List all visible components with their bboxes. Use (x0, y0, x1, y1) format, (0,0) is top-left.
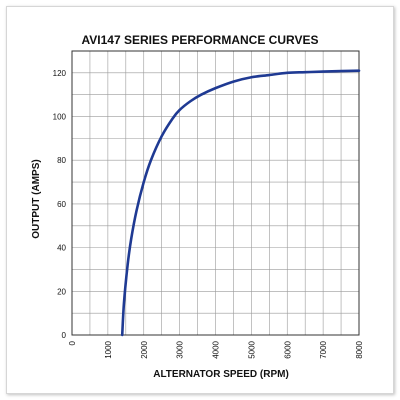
x-tick-label: 0 (68, 340, 77, 345)
x-tick-label: 1000 (104, 340, 113, 358)
chart-frame: AVI147 SERIES PERFORMANCE CURVES 0 1000 20… (6, 6, 394, 394)
y-tick-label: 100 (53, 113, 67, 122)
y-tick-label: 60 (57, 200, 66, 209)
y-tick-label: 40 (57, 244, 66, 253)
x-tick-label: 2000 (140, 340, 149, 358)
grid-lines (71, 50, 360, 336)
x-axis-ticks: 0 1000 2000 3000 4000 5000 6000 7000 8000 (68, 340, 364, 358)
y-tick-label: 120 (53, 69, 67, 78)
y-axis-label: OUTPUT (AMPS) (31, 159, 42, 238)
x-tick-label: 3000 (176, 340, 185, 358)
x-tick-label: 7000 (319, 340, 328, 358)
performance-chart: AVI147 SERIES PERFORMANCE CURVES 0 1000 20… (31, 33, 364, 380)
y-axis-ticks: 0 20 40 60 80 100 120 (53, 69, 67, 340)
x-axis-label: ALTERNATOR SPEED (RPM) (153, 369, 289, 380)
y-tick-label: 0 (62, 331, 67, 340)
y-tick-label: 80 (57, 156, 66, 165)
chart-title: AVI147 SERIES PERFORMANCE CURVES (82, 33, 319, 47)
y-tick-label: 20 (57, 287, 66, 296)
x-tick-label: 5000 (247, 340, 256, 358)
series-line-output (120, 69, 361, 337)
x-tick-label: 8000 (355, 340, 364, 358)
x-tick-label: 4000 (212, 340, 221, 358)
x-tick-label: 6000 (283, 340, 292, 358)
plot-area (71, 50, 360, 336)
